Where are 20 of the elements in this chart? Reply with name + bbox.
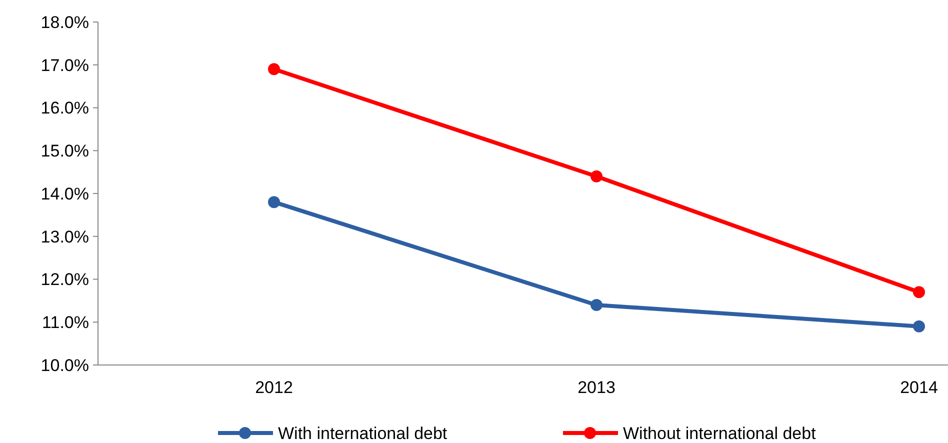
y-tick-label: 13.0% xyxy=(40,227,89,246)
point xyxy=(913,320,925,332)
point xyxy=(590,298,602,311)
point xyxy=(268,196,280,208)
x-tick-label: 2013 xyxy=(578,378,616,397)
y-tick-label: 14.0% xyxy=(40,184,89,204)
x-tick-label: 2012 xyxy=(255,378,293,397)
legend-label: With international debt xyxy=(278,424,448,443)
point xyxy=(590,170,602,182)
y-tick-label: 18.0% xyxy=(40,12,89,32)
y-tick-label: 11.0% xyxy=(42,313,89,332)
y-tick-label: 17.0% xyxy=(40,56,89,75)
y-tick-label: 15.0% xyxy=(40,142,89,161)
x-tick-label: 2014 xyxy=(900,378,938,397)
y-tick-label: 10.0% xyxy=(40,356,89,375)
point xyxy=(268,63,280,76)
point xyxy=(913,286,925,298)
y-tick-label: 12.0% xyxy=(40,270,89,290)
y-tick-label: 16.0% xyxy=(40,98,89,118)
legend-label: Without international debt xyxy=(623,424,816,443)
